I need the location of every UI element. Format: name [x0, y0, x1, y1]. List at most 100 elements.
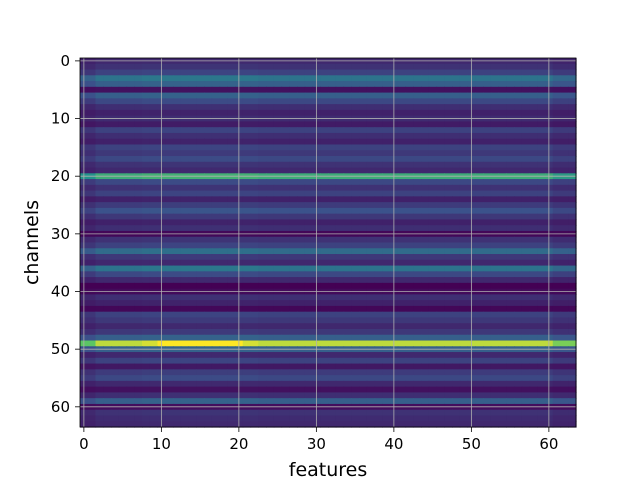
heatmap-cell — [366, 236, 376, 244]
heatmap-cell — [452, 380, 461, 388]
heatmap-cell — [211, 98, 221, 105]
heatmap-cell — [483, 184, 492, 192]
heatmap-cell — [568, 138, 577, 146]
heatmap-cell — [537, 323, 546, 330]
heatmap-cell — [320, 167, 329, 174]
heatmap-cell — [514, 63, 523, 71]
heatmap-cell — [196, 328, 205, 336]
heatmap-cell — [405, 357, 414, 365]
heatmap-cell — [289, 259, 298, 267]
heatmap-cell — [552, 300, 562, 307]
heatmap-cell — [351, 323, 360, 330]
heatmap-cell — [490, 352, 500, 359]
heatmap-cell — [103, 109, 112, 117]
heatmap-cell — [250, 340, 259, 347]
heatmap-cell — [297, 121, 306, 128]
heatmap-cell — [506, 248, 515, 255]
heatmap-cell — [95, 202, 104, 209]
heatmap-cell — [514, 300, 523, 307]
heatmap-cell — [142, 104, 151, 111]
heatmap-cell — [421, 363, 430, 370]
heatmap-cell — [204, 369, 213, 376]
heatmap-cell — [436, 127, 445, 134]
heatmap-cell — [397, 300, 407, 307]
heatmap-cell — [95, 248, 104, 255]
heatmap-cell — [211, 357, 221, 365]
heatmap-cell — [204, 300, 213, 307]
heatmap-cell — [266, 398, 275, 405]
heatmap-cell — [142, 300, 151, 307]
heatmap-cell — [568, 213, 577, 221]
heatmap-cell — [304, 311, 314, 319]
heatmap-cell — [173, 305, 182, 313]
heatmap-cell — [397, 421, 407, 428]
heatmap-cell — [568, 202, 577, 209]
heatmap-cell — [351, 190, 360, 197]
heatmap-cell — [537, 109, 546, 117]
heatmap-cell — [490, 300, 500, 307]
heatmap-cell — [134, 282, 143, 290]
heatmap-cell — [173, 282, 182, 290]
heatmap-cell — [374, 98, 383, 105]
heatmap-cell — [227, 409, 236, 417]
heatmap-cell — [444, 317, 453, 324]
heatmap-cell — [227, 300, 236, 307]
heatmap-cell — [142, 265, 151, 272]
heatmap-cell — [359, 144, 368, 151]
heatmap-cell — [289, 271, 298, 278]
heatmap-cell — [95, 282, 104, 290]
heatmap-cell — [297, 421, 306, 428]
heatmap-cell — [568, 259, 577, 267]
heatmap-cell — [498, 265, 507, 272]
heatmap-cell — [320, 225, 329, 232]
heatmap-cell — [498, 161, 507, 169]
heatmap-cell — [95, 259, 104, 267]
y-tick-label: 50 — [51, 340, 70, 358]
heatmap-cell — [552, 392, 562, 399]
heatmap-cell — [188, 202, 197, 209]
heatmap-cell — [204, 357, 213, 365]
heatmap-cell — [397, 92, 407, 99]
heatmap-cell — [335, 317, 345, 324]
heatmap-cell — [281, 75, 290, 82]
heatmap-cell — [498, 248, 507, 255]
heatmap-cell — [142, 213, 151, 221]
heatmap-cell — [366, 282, 376, 290]
heatmap-cell — [320, 184, 329, 192]
heatmap-cell — [359, 317, 368, 324]
heatmap-cell — [87, 357, 97, 365]
heatmap-cell — [436, 69, 445, 76]
heatmap-cell — [320, 81, 329, 88]
heatmap-cell — [359, 81, 368, 88]
heatmap-cell — [211, 109, 221, 117]
heatmap-cell — [87, 386, 97, 394]
heatmap-cell — [428, 305, 438, 313]
heatmap-cell — [413, 392, 422, 399]
heatmap-cell — [560, 161, 569, 169]
heatmap-cell — [483, 328, 492, 336]
heatmap-cell — [304, 369, 314, 376]
heatmap-cell — [149, 398, 159, 405]
heatmap-cell — [173, 179, 182, 186]
heatmap-cell — [289, 380, 298, 388]
heatmap-cell — [227, 213, 236, 221]
heatmap-cell — [126, 138, 135, 146]
heatmap-cell — [266, 369, 275, 376]
heatmap-cell — [568, 254, 577, 261]
heatmap-cell — [304, 294, 314, 301]
heatmap-cell — [343, 317, 352, 324]
heatmap-cell — [103, 409, 112, 417]
heatmap-cell — [211, 127, 221, 134]
heatmap-cell — [382, 328, 391, 336]
heatmap-cell — [506, 242, 515, 249]
heatmap-cell — [560, 380, 569, 388]
heatmap-cell — [242, 242, 252, 249]
heatmap-cell — [180, 363, 190, 370]
heatmap-cell — [428, 69, 438, 76]
heatmap-cell — [173, 69, 182, 76]
heatmap-cell — [421, 109, 430, 117]
heatmap-cell — [111, 294, 120, 301]
heatmap-cell — [436, 294, 445, 301]
heatmap-cell — [103, 213, 112, 221]
heatmap-cell — [289, 98, 298, 105]
